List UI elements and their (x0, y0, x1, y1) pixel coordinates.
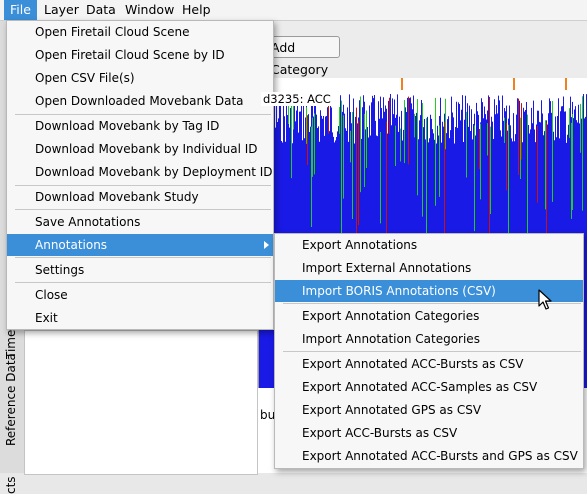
chart-lower-label: bu (260, 408, 276, 422)
menu-separator (15, 209, 271, 210)
submenu-arrow-icon (264, 241, 269, 249)
timeline-marker (401, 78, 403, 90)
menu-file[interactable]: File (4, 0, 37, 20)
menu-item-download-movebank-by-tag-id[interactable]: Download Movebank by Tag ID (35, 119, 220, 133)
menu-item-exit[interactable]: Exit (35, 311, 58, 325)
menu-item-settings[interactable]: Settings (35, 263, 85, 277)
menu-item-open-csv-files[interactable]: Open CSV File(s) (35, 71, 135, 85)
menu-layer[interactable]: Layer (44, 2, 79, 17)
menu-item-export-annotated-acc-samples-csv[interactable]: Export Annotated ACC-Samples as CSV (302, 380, 538, 394)
tab-reference-data[interactable]: Reference Data (4, 353, 18, 446)
tab-objects[interactable]: cts (4, 476, 18, 494)
menu-item-download-movebank-by-individual-id[interactable]: Download Movebank by Individual ID (35, 142, 258, 156)
menu-item-import-boris-annotations[interactable]: Import BORIS Annotations (CSV) (275, 280, 583, 302)
menu-separator (15, 257, 271, 258)
file-menu: Open Firetail Cloud Scene Open Firetail … (6, 20, 274, 330)
add-category-button[interactable]: Add Category (262, 36, 340, 77)
menu-item-annotations[interactable]: Annotations (7, 234, 273, 256)
menu-separator (15, 185, 271, 186)
menu-separator (15, 114, 271, 115)
timeline-marker (513, 78, 515, 90)
menu-item-export-annotated-gps-csv[interactable]: Export Annotated GPS as CSV (302, 403, 482, 417)
menu-separator (283, 303, 581, 304)
side-panel-content (24, 330, 258, 475)
menu-item-export-annotated-acc-bursts-gps-csv[interactable]: Export Annotated ACC-Bursts and GPS as C… (302, 449, 578, 463)
timeline-marker (565, 78, 567, 90)
menu-help[interactable]: Help (182, 2, 211, 17)
chart-timeline-header: s (259, 78, 587, 92)
menu-separator (283, 351, 581, 352)
menu-item-save-annotations[interactable]: Save Annotations (35, 215, 141, 229)
menu-bar: File Layer Data Window Help (0, 0, 587, 21)
menu-separator (15, 282, 271, 283)
menu-item-open-downloaded-movebank-data[interactable]: Open Downloaded Movebank Data (35, 94, 244, 108)
annotations-submenu: Export Annotations Import External Annot… (274, 233, 584, 469)
menu-item-export-annotation-categories[interactable]: Export Annotation Categories (302, 309, 480, 323)
menu-item-annotations-label: Annotations (35, 238, 108, 252)
menu-item-close[interactable]: Close (35, 288, 68, 302)
menu-window[interactable]: Window (125, 2, 175, 17)
menu-item-open-firetail-cloud-scene[interactable]: Open Firetail Cloud Scene (35, 25, 190, 39)
menu-item-export-acc-bursts-csv[interactable]: Export ACC-Bursts as CSV (302, 426, 458, 440)
menu-item-download-movebank-by-deployment-id[interactable]: Download Movebank by Deployment ID (35, 165, 273, 179)
menu-item-open-firetail-cloud-scene-by-id[interactable]: Open Firetail Cloud Scene by ID (35, 48, 225, 62)
menu-item-export-annotations[interactable]: Export Annotations (302, 238, 418, 252)
mouse-cursor-icon (538, 289, 552, 310)
menu-item-export-annotated-acc-bursts-csv[interactable]: Export Annotated ACC-Bursts as CSV (302, 357, 524, 371)
menu-data[interactable]: Data (86, 2, 116, 17)
menu-item-import-annotation-categories[interactable]: Import Annotation Categories (302, 332, 480, 346)
menu-item-download-movebank-study[interactable]: Download Movebank Study (35, 190, 199, 204)
chart-series-label: d3235: ACC (261, 92, 333, 106)
menu-item-import-external-annotations[interactable]: Import External Annotations (302, 261, 472, 275)
